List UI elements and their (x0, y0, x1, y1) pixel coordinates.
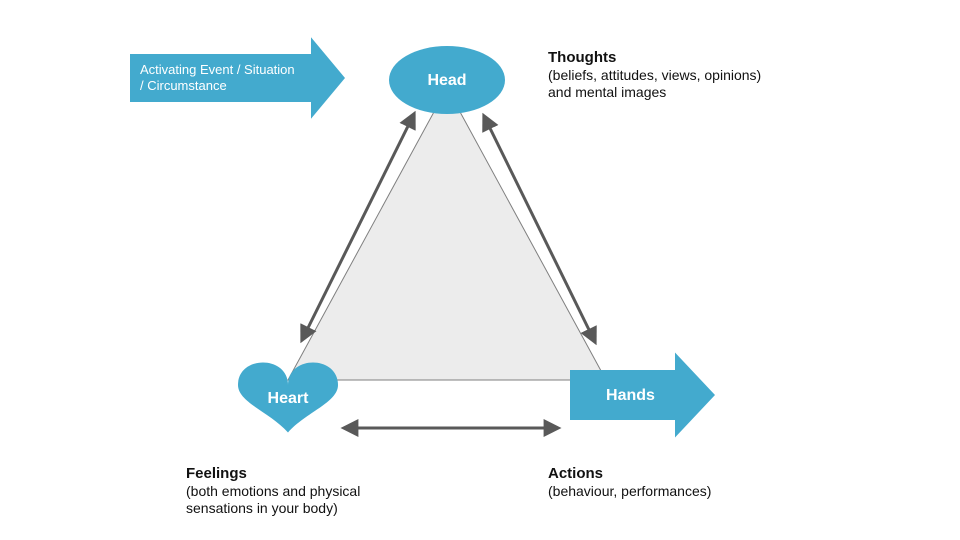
input-arrow-label: / Circumstance (140, 78, 227, 93)
node-heart: Heart (238, 363, 338, 433)
feelings-body: (both emotions and physical (186, 483, 360, 499)
actions-title: Actions (548, 465, 603, 482)
thoughts-body: and mental images (548, 84, 666, 100)
head-label: Head (427, 72, 466, 89)
center-triangle (288, 88, 606, 380)
input-arrow-label: Activating Event / Situation (140, 62, 295, 77)
annotation-actions: Actions (behaviour, performances) (548, 465, 711, 499)
heart-label: Heart (268, 390, 310, 407)
actions-body: (behaviour, performances) (548, 483, 711, 499)
hands-label: Hands (606, 387, 655, 404)
thoughts-body: (beliefs, attitudes, views, opinions) (548, 67, 761, 83)
head-heart-hands-diagram: Activating Event / Situation / Circumsta… (0, 0, 960, 540)
feelings-body: sensations in your body) (186, 500, 338, 516)
annotation-feelings: Feelings (both emotions and physical sen… (186, 465, 360, 516)
feelings-title: Feelings (186, 465, 247, 482)
thoughts-title: Thoughts (548, 49, 616, 66)
input-arrow: Activating Event / Situation / Circumsta… (130, 37, 345, 119)
annotation-thoughts: Thoughts (beliefs, attitudes, views, opi… (548, 49, 761, 100)
node-head: Head (389, 46, 505, 114)
